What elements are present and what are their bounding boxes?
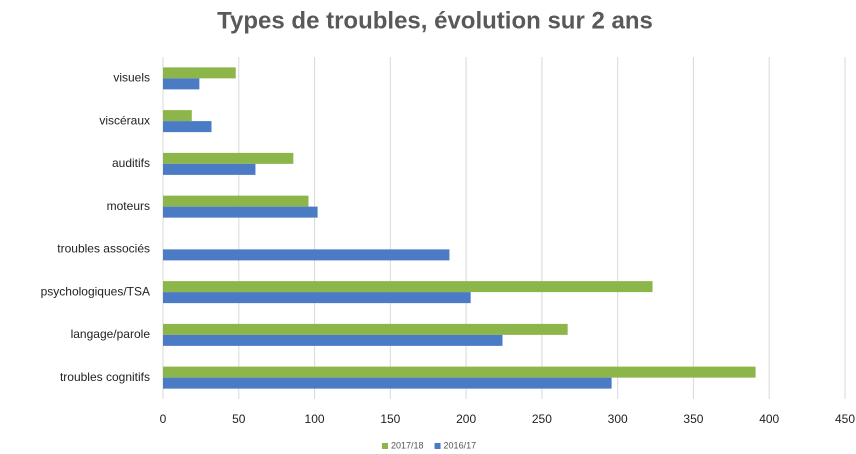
y-tick-label: troubles associés: [57, 242, 150, 256]
bar: [163, 281, 653, 293]
x-tick-label: 450: [835, 412, 855, 426]
bar: [163, 152, 294, 164]
x-tick-label: 0: [160, 412, 167, 426]
legend-swatch: [434, 443, 441, 449]
bar: [163, 249, 450, 261]
y-tick-label: psychologiques/TSA: [41, 284, 150, 298]
x-tick-label: 300: [608, 412, 628, 426]
legend-label: 2016/17: [444, 440, 477, 450]
bar: [163, 163, 256, 175]
y-tick-label: moteurs: [107, 199, 150, 213]
y-tick-label: visuels: [113, 71, 150, 85]
bar: [163, 67, 236, 79]
bar: [163, 121, 212, 133]
bar: [163, 206, 318, 218]
x-tick-label: 150: [380, 412, 400, 426]
bar: [163, 377, 612, 389]
x-tick-label: 350: [683, 412, 703, 426]
y-tick-label: auditifs: [112, 156, 150, 170]
bar: [163, 334, 503, 346]
x-tick-label: 200: [456, 412, 476, 426]
y-tick-label: troubles cognitifs: [60, 370, 150, 384]
x-tick-label: 50: [232, 412, 246, 426]
bar: [163, 366, 756, 378]
bar: [163, 292, 471, 304]
bar: [163, 78, 200, 90]
x-tick-label: 250: [532, 412, 552, 426]
x-tick-label: 400: [759, 412, 779, 426]
y-tick-label: viscéraux: [99, 113, 150, 127]
legend-label: 2017/18: [391, 440, 424, 450]
legend-swatch: [382, 443, 388, 449]
x-tick-label: 100: [305, 412, 325, 426]
chart-title: Types de troubles, évolution sur 2 ans: [217, 7, 653, 34]
y-tick-label: langage/parole: [71, 327, 151, 341]
bar: [163, 195, 309, 207]
bar: [163, 110, 192, 122]
bar: [163, 323, 568, 335]
